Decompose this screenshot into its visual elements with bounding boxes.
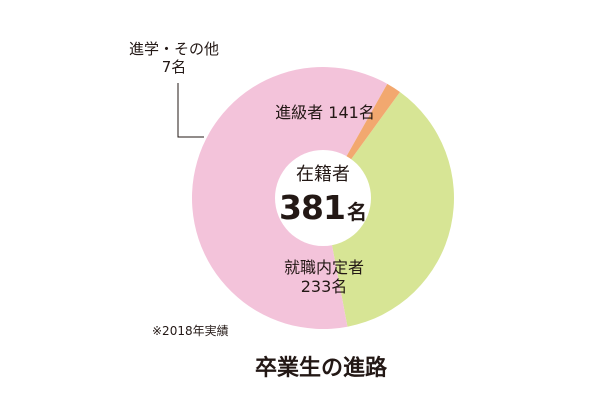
center-value: 381 xyxy=(279,187,346,227)
slice-name-employed: 就職内定者 xyxy=(283,258,364,277)
slice-name-other: 進学・その他 xyxy=(128,40,219,58)
center-count: 381 名 xyxy=(268,188,378,228)
slice-value-advanced: 141名 xyxy=(328,103,375,122)
center-unit: 名 xyxy=(346,199,367,224)
center-label: 在籍者 xyxy=(296,164,350,185)
leader-line-other xyxy=(177,83,204,138)
slice-name-advanced: 進級者 xyxy=(275,103,324,122)
footnote: ※2018年実績 xyxy=(152,324,229,338)
pie-slice-advanced xyxy=(323,92,454,327)
slice-value-employed: 233名 xyxy=(300,277,348,297)
center-disc xyxy=(275,150,371,246)
slice-label-employed: 就職内定者 233名 xyxy=(254,258,394,296)
slice-value-other: 7名 xyxy=(161,58,187,76)
slice-label-advanced: 進級者 141名 xyxy=(250,103,400,122)
chart-title: 卒業生の進路 xyxy=(254,356,387,381)
slice-label-other: 進学・その他 7名 xyxy=(104,40,244,76)
center-total: 在籍者 381 名 xyxy=(268,164,378,227)
